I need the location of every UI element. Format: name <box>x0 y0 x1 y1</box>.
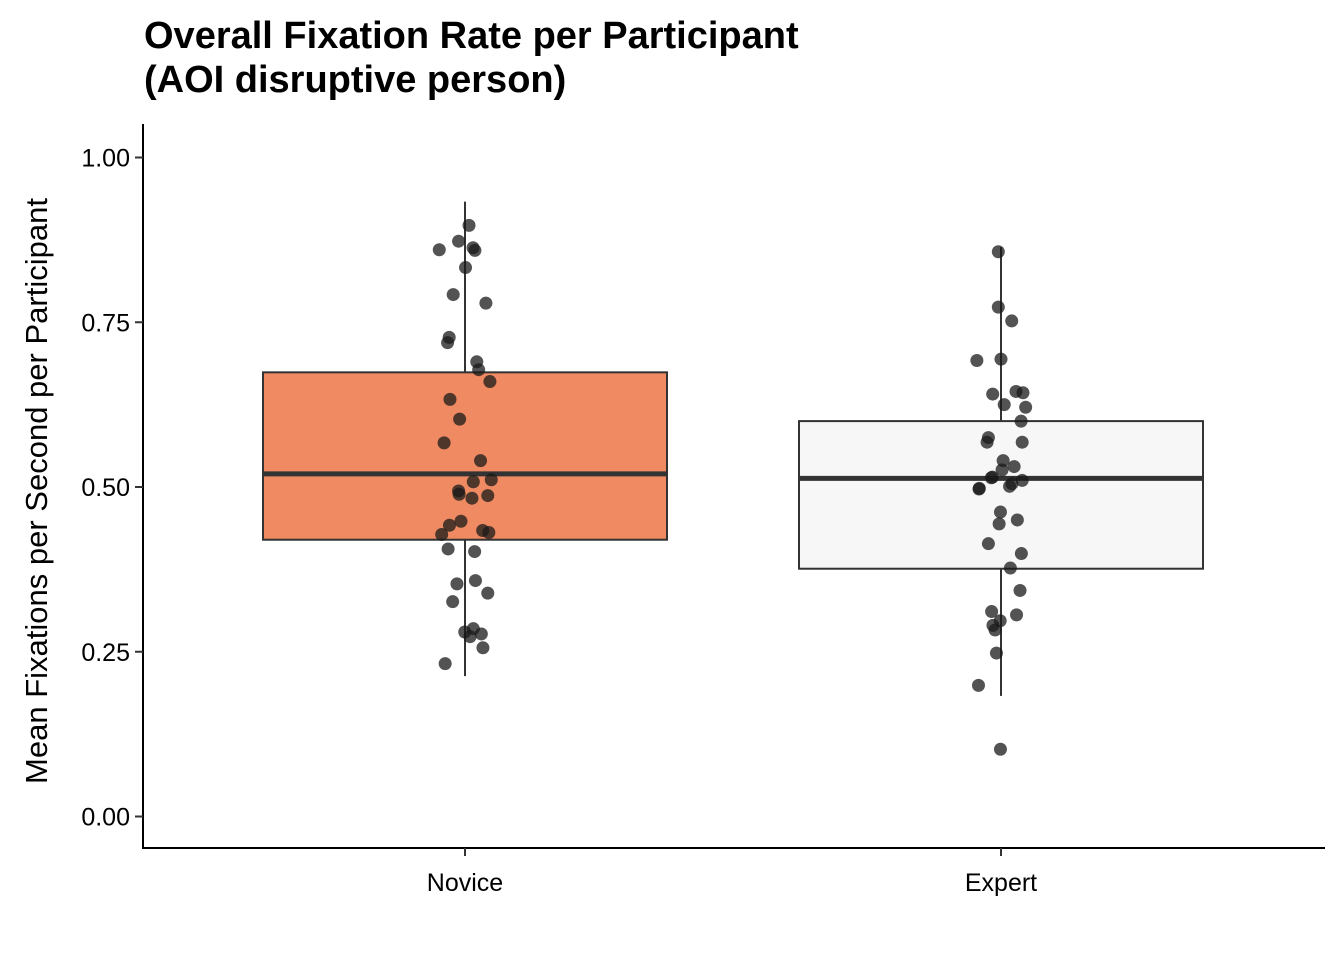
data-point <box>479 296 493 310</box>
y-tick-label: 0.50 <box>81 474 130 502</box>
box-expert <box>798 247 1204 696</box>
data-point <box>481 489 495 503</box>
x-tick-label: Expert <box>965 869 1037 897</box>
data-point <box>446 288 460 302</box>
chart-title-line-1: Overall Fixation Rate per Participant <box>144 15 799 57</box>
data-point <box>454 514 468 528</box>
data-point <box>1003 561 1017 575</box>
data-point <box>1013 583 1027 597</box>
y-tick-label: 0.75 <box>81 309 130 337</box>
data-point <box>971 678 985 692</box>
data-point <box>466 475 480 489</box>
data-point <box>441 542 455 556</box>
data-point <box>438 657 452 671</box>
y-tick-label: 1.00 <box>81 145 130 173</box>
data-point <box>1007 460 1021 474</box>
data-point <box>1016 386 1030 400</box>
chart-title-line-2: (AOI disruptive person) <box>144 59 567 101</box>
data-point <box>1015 435 1029 449</box>
y-axis-ticks: 0.00 0.25 0.50 0.75 1.00 <box>81 145 143 832</box>
data-point <box>994 352 1008 366</box>
data-point <box>472 363 486 377</box>
data-point <box>432 243 446 257</box>
points-novice <box>432 218 498 671</box>
data-point <box>972 482 986 496</box>
y-tick-label: 0.25 <box>81 639 130 667</box>
data-point <box>465 491 479 505</box>
data-point <box>483 375 497 389</box>
x-axis-ticks: Novice Expert <box>427 848 1037 897</box>
data-point <box>462 218 476 232</box>
data-point <box>474 454 488 468</box>
data-point <box>1014 547 1028 561</box>
data-point <box>468 243 482 257</box>
data-point <box>452 487 466 501</box>
data-point <box>476 641 490 655</box>
boxes-layer <box>262 201 1204 696</box>
box-iqr <box>798 420 1204 570</box>
data-point <box>986 387 1000 401</box>
box-iqr <box>262 371 668 541</box>
data-point <box>985 605 999 619</box>
y-tick-label: 0.00 <box>81 804 130 832</box>
data-point <box>1014 414 1028 428</box>
data-point <box>435 527 449 541</box>
data-point <box>997 398 1011 412</box>
data-point <box>463 630 477 644</box>
data-point <box>995 463 1009 477</box>
data-point <box>453 412 467 426</box>
data-point <box>1005 314 1019 328</box>
x-tick-label: Novice <box>427 869 503 897</box>
chart-title: Overall Fixation Rate per Participant (A… <box>144 14 799 102</box>
data-point <box>442 518 456 532</box>
points-layer <box>432 218 1033 756</box>
data-point <box>981 537 995 551</box>
data-point <box>441 336 455 350</box>
data-point <box>1003 479 1017 493</box>
y-axis-title: Mean Fixations per Second per Participan… <box>19 198 54 784</box>
data-point <box>970 353 984 367</box>
data-point <box>468 545 482 559</box>
data-point <box>443 392 457 406</box>
data-point <box>989 646 1003 660</box>
data-point <box>468 574 482 588</box>
data-point <box>482 525 496 539</box>
data-point <box>437 436 451 450</box>
data-point <box>1015 473 1029 487</box>
points-expert <box>970 245 1033 756</box>
data-point <box>984 471 998 485</box>
box-novice <box>262 201 668 677</box>
data-point <box>452 234 466 248</box>
data-point <box>459 261 473 275</box>
data-point <box>446 595 460 609</box>
data-point <box>993 505 1007 519</box>
data-point <box>1019 400 1033 414</box>
data-point <box>993 742 1007 756</box>
data-point <box>980 435 994 449</box>
data-point <box>1010 513 1024 527</box>
data-point <box>1010 608 1024 622</box>
data-point <box>992 517 1006 531</box>
data-point <box>988 623 1002 637</box>
data-point <box>474 627 488 641</box>
data-point <box>481 586 495 600</box>
data-point <box>450 577 464 591</box>
data-point <box>991 300 1005 314</box>
data-point <box>991 245 1005 259</box>
data-point <box>484 473 498 487</box>
